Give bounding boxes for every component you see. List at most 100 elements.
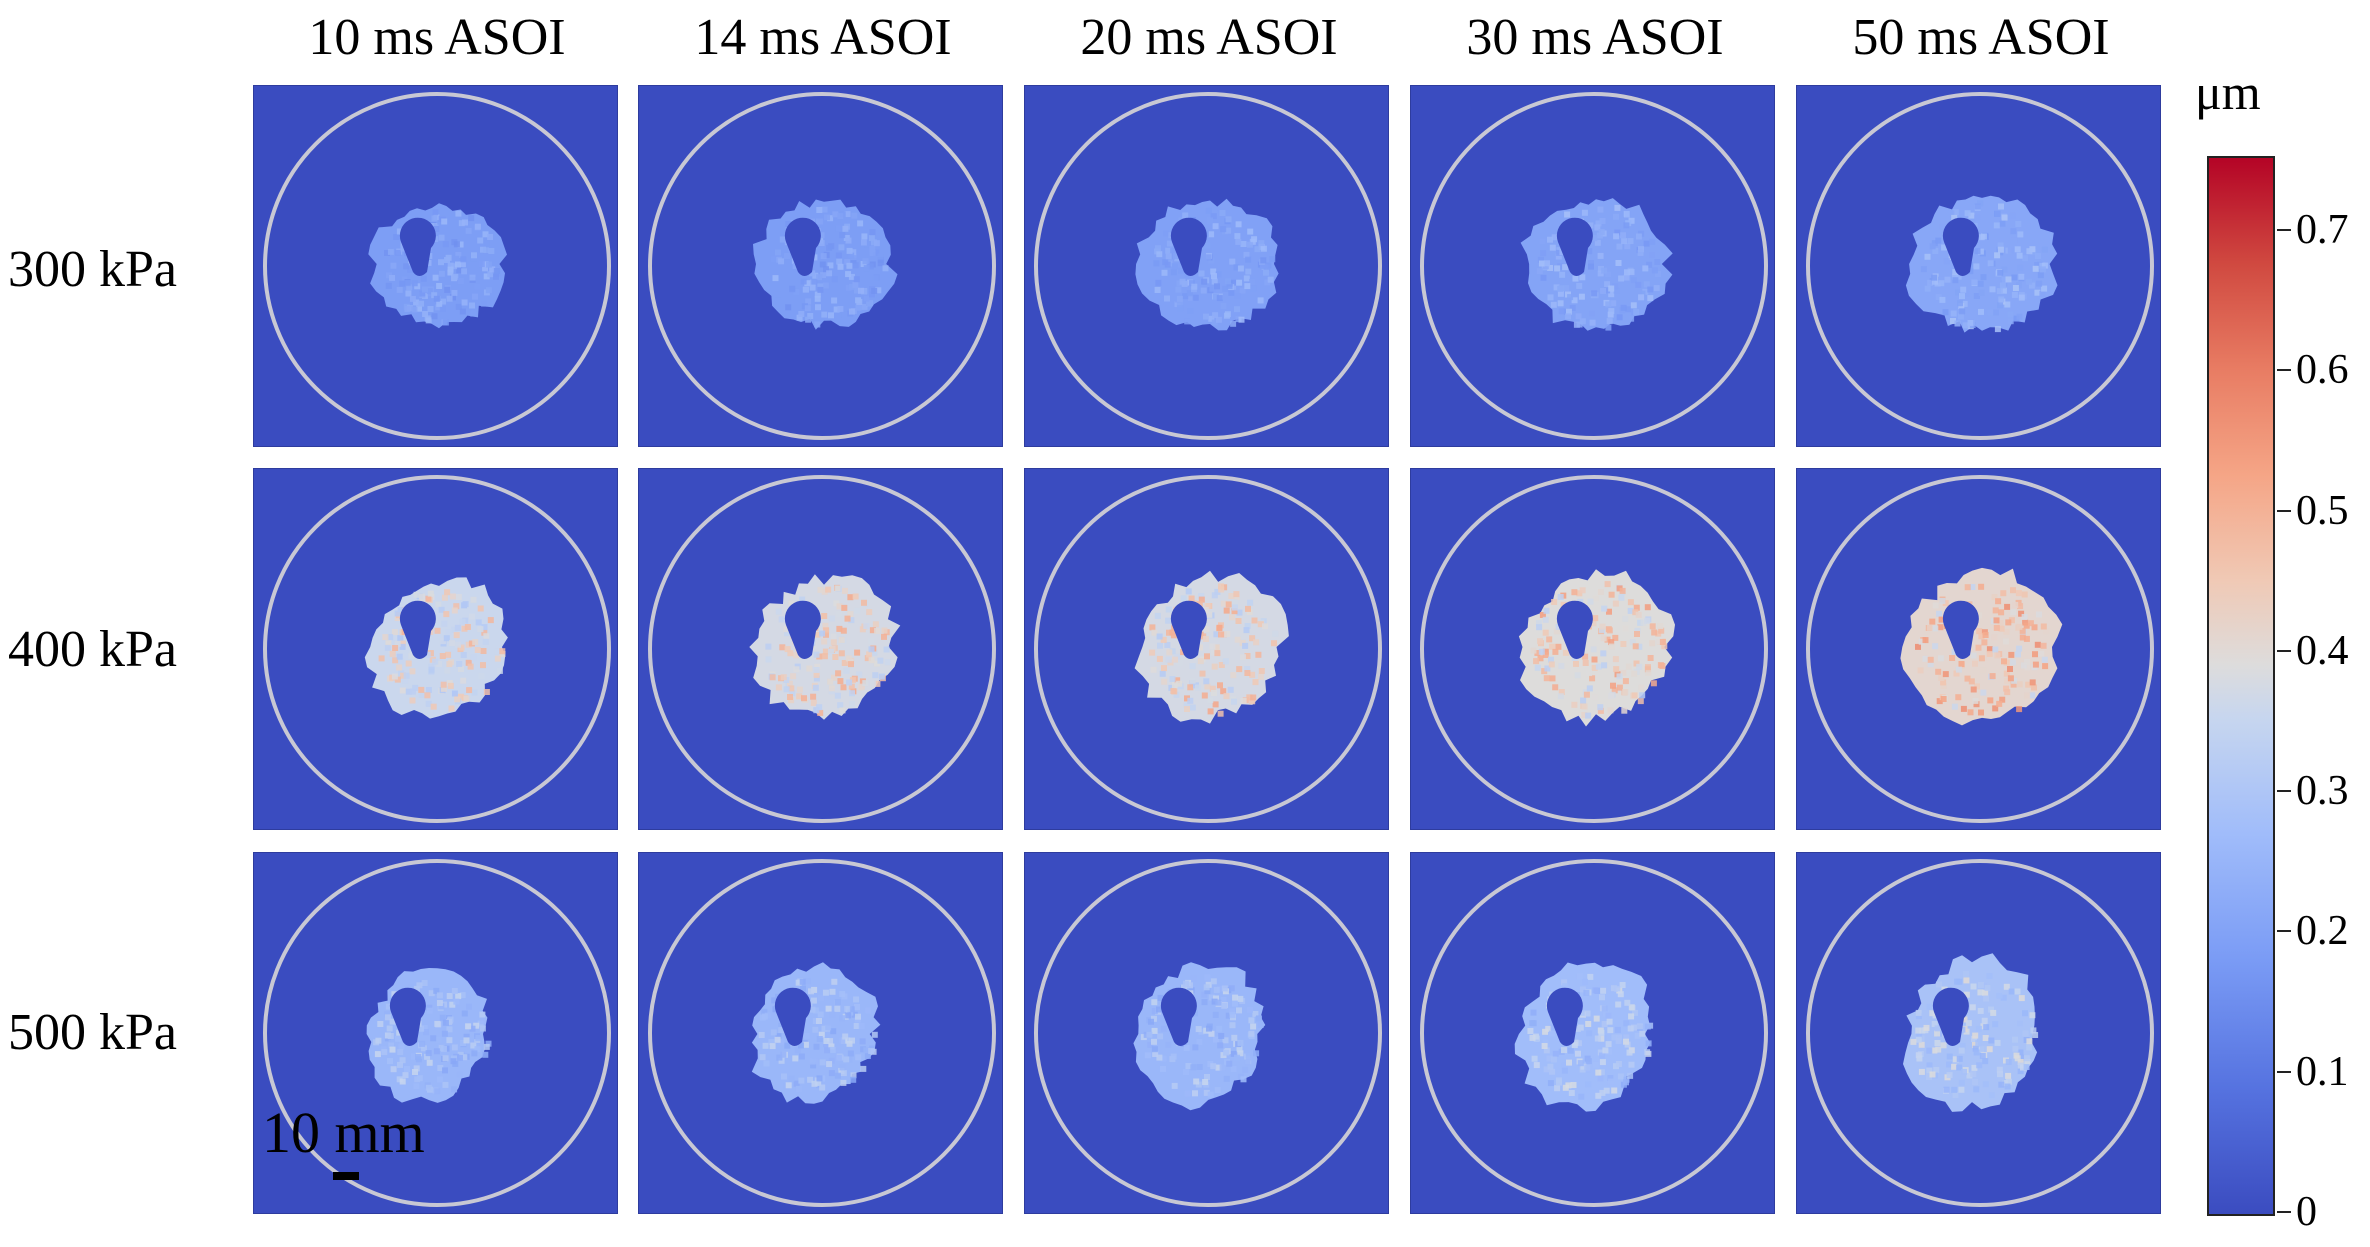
speckle bbox=[1950, 318, 1956, 324]
speckle bbox=[842, 587, 848, 594]
speckle bbox=[1578, 1093, 1585, 1100]
speckle bbox=[1217, 682, 1223, 689]
speckle bbox=[810, 699, 817, 706]
speckle bbox=[1257, 1022, 1264, 1028]
speckle bbox=[1244, 1059, 1251, 1066]
speckle bbox=[1151, 629, 1158, 636]
speckle bbox=[817, 709, 824, 716]
speckle bbox=[1952, 1056, 1959, 1063]
speckle bbox=[2034, 289, 2041, 296]
speckle bbox=[1542, 616, 1549, 623]
column-title-14ms: 14 ms ASOI bbox=[694, 9, 952, 66]
speckle bbox=[1940, 679, 1947, 686]
speckle bbox=[1974, 683, 1980, 690]
speckle bbox=[1544, 260, 1550, 267]
speckle bbox=[1545, 1025, 1552, 1032]
speckle bbox=[455, 594, 462, 600]
speckle bbox=[1548, 656, 1554, 663]
speckle bbox=[1634, 1032, 1641, 1039]
speckle bbox=[1214, 1087, 1221, 1094]
speckle bbox=[442, 1019, 449, 1026]
speckle bbox=[460, 1040, 467, 1046]
speckle bbox=[1929, 1010, 1936, 1017]
transducer-ring bbox=[263, 859, 611, 1207]
speckle bbox=[1987, 697, 1994, 704]
speckle bbox=[430, 1035, 437, 1042]
speckle bbox=[850, 257, 857, 264]
speckle bbox=[1628, 269, 1635, 276]
speckle bbox=[424, 692, 431, 699]
speckle bbox=[2010, 659, 2016, 666]
speckle bbox=[845, 271, 852, 278]
speckle bbox=[1605, 324, 1612, 331]
speckle bbox=[1979, 1052, 1986, 1059]
speckle bbox=[386, 1025, 393, 1032]
speckle bbox=[1549, 675, 1556, 682]
speckle bbox=[1225, 601, 1232, 608]
speckle bbox=[1546, 1055, 1553, 1062]
speckle bbox=[482, 261, 489, 268]
speckle bbox=[410, 688, 416, 695]
speckle bbox=[761, 1008, 768, 1015]
speckle bbox=[2027, 620, 2034, 627]
speckle bbox=[1631, 692, 1638, 699]
speckle bbox=[2017, 1049, 2024, 1056]
speckle bbox=[1661, 643, 1668, 650]
speckle bbox=[1541, 668, 1548, 675]
speckle bbox=[1153, 260, 1160, 267]
speckle bbox=[864, 1053, 871, 1059]
speckle bbox=[1598, 1035, 1605, 1042]
speckle bbox=[2016, 681, 2023, 688]
speckle bbox=[396, 1029, 403, 1036]
speckle bbox=[1212, 1036, 1219, 1043]
speckle bbox=[1236, 666, 1243, 673]
speckle bbox=[1549, 1030, 1555, 1037]
speckle bbox=[1165, 1041, 1172, 1048]
speckle bbox=[440, 298, 447, 305]
transducer-ring bbox=[1420, 859, 1768, 1207]
speckle bbox=[844, 615, 851, 622]
speckle bbox=[1557, 594, 1564, 600]
speckle bbox=[1992, 607, 1999, 614]
speckle bbox=[849, 701, 855, 707]
speckle bbox=[1557, 300, 1564, 307]
map-panel-r2-c2 bbox=[1024, 852, 1389, 1214]
speckle bbox=[1953, 670, 1960, 677]
speckle bbox=[471, 252, 477, 259]
speckle bbox=[1600, 650, 1607, 657]
speckle bbox=[1613, 213, 1619, 220]
speckle bbox=[1625, 663, 1632, 670]
speckle bbox=[2001, 214, 2008, 221]
speckle bbox=[1547, 294, 1554, 301]
speckle bbox=[1650, 680, 1657, 687]
low-displacement-hole bbox=[1556, 217, 1593, 276]
speckle bbox=[413, 985, 420, 992]
speckle bbox=[1592, 987, 1599, 994]
speckle bbox=[1571, 297, 1578, 304]
speckle bbox=[1155, 279, 1162, 286]
colorbar-tick-label: 0.4 bbox=[2296, 627, 2349, 674]
speckle bbox=[494, 655, 501, 662]
speckle bbox=[823, 1038, 830, 1044]
speckle bbox=[2017, 1059, 2024, 1065]
speckle bbox=[1572, 275, 1579, 282]
speckle bbox=[817, 286, 824, 293]
speckle bbox=[828, 1043, 835, 1050]
speckle bbox=[1996, 1066, 2003, 1073]
speckle bbox=[1613, 666, 1620, 673]
speckle bbox=[1220, 600, 1227, 607]
speckle bbox=[793, 288, 800, 295]
speckle bbox=[1946, 1053, 1953, 1060]
speckle bbox=[425, 1084, 432, 1091]
speckle bbox=[869, 249, 876, 256]
speckle bbox=[853, 287, 860, 294]
speckle bbox=[1951, 1063, 1958, 1070]
speckle bbox=[1555, 1077, 1562, 1084]
speckle bbox=[1620, 641, 1627, 647]
speckle bbox=[444, 286, 451, 293]
speckle bbox=[1192, 294, 1199, 301]
speckle bbox=[811, 986, 818, 993]
speckle bbox=[1623, 1038, 1629, 1045]
speckle bbox=[459, 992, 466, 999]
speckle bbox=[421, 980, 428, 986]
